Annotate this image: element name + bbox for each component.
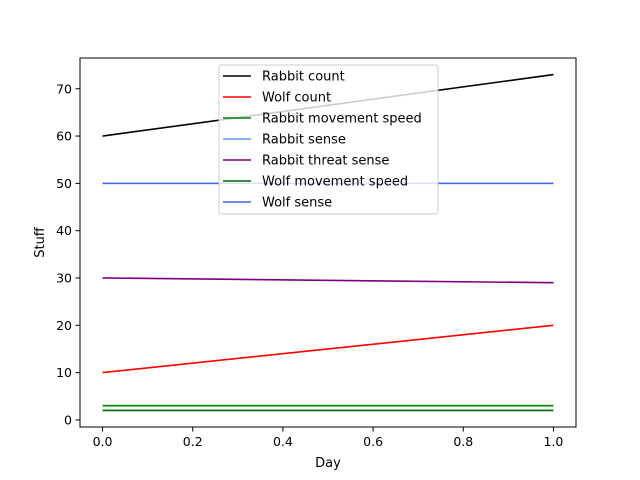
y-tick-label: 30 [56, 270, 72, 285]
y-axis-label: Stuff [33, 226, 48, 258]
legend-label: Wolf movement speed [262, 175, 408, 190]
x-tick-label: 0.8 [453, 434, 473, 449]
x-tick-label: 0.4 [273, 434, 293, 449]
legend-label: Rabbit count [262, 70, 345, 85]
y-axis-ticks: 0 10 20 30 40 50 60 70 [56, 81, 80, 427]
y-tick-label: 50 [56, 176, 72, 191]
y-tick-label: 60 [56, 129, 72, 144]
y-tick-label: 70 [56, 81, 72, 96]
x-tick-label: 0.2 [183, 434, 203, 449]
legend-label: Wolf sense [262, 196, 332, 211]
x-tick-label: 0.6 [363, 434, 383, 449]
legend-label: Wolf count [262, 91, 331, 106]
plot-frame [79, 57, 577, 428]
x-axis-label: Day [315, 456, 341, 471]
legend-box [218, 64, 439, 215]
x-tick-label: 1.0 [544, 434, 564, 449]
series-line-4 [102, 277, 554, 284]
legend-label: Rabbit sense [262, 133, 346, 148]
series-layer [102, 73, 554, 412]
y-tick-label: 0 [64, 412, 72, 427]
legend-label: Rabbit threat sense [262, 154, 389, 169]
legend: Rabbit count Wolf count Rabbit movement sp… [218, 64, 439, 215]
legend-label: Rabbit movement speed [262, 112, 422, 127]
legend-items: Rabbit count Wolf count Rabbit movement sp… [223, 70, 422, 211]
x-tick-label: 0.0 [93, 434, 113, 449]
series-line-1 [102, 324, 554, 374]
x-axis-ticks: 0.0 0.2 0.4 0.6 0.8 1.0 [93, 427, 564, 449]
axes: 0.0 0.2 0.4 0.6 0.8 1.0 0 10 20 30 40 50 60 70 Day S… [33, 57, 577, 471]
y-tick-label: 10 [56, 365, 72, 380]
y-tick-label: 20 [56, 318, 72, 333]
y-tick-label: 40 [56, 223, 72, 238]
